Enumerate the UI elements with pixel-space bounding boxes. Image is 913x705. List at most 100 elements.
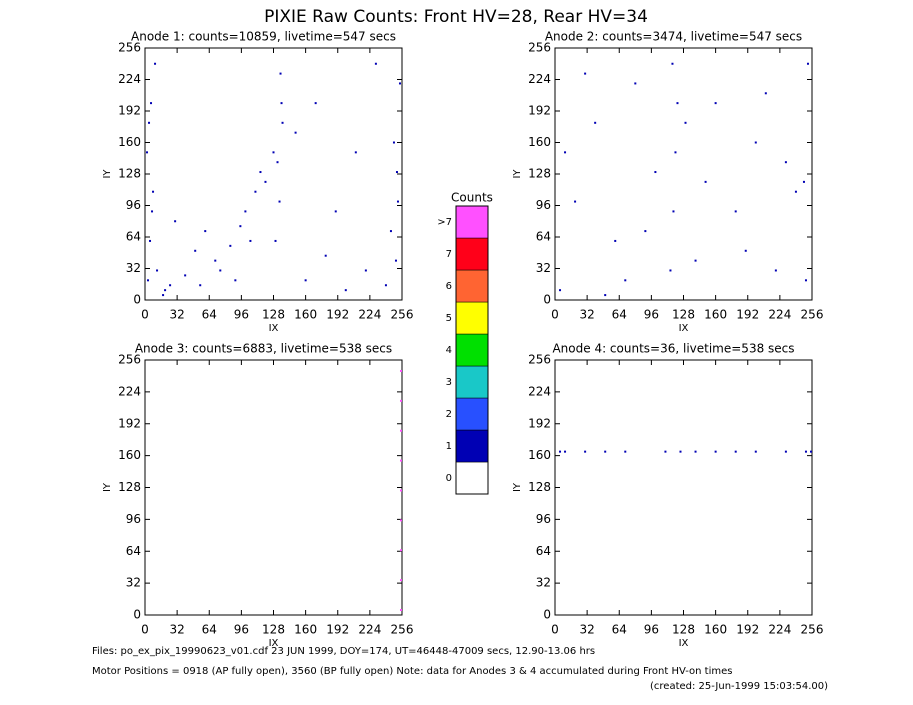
count-pixel (384, 284, 387, 287)
x-tick-label: 32 (169, 623, 184, 637)
x-tick-label: 96 (234, 308, 249, 322)
count-pixel (164, 289, 167, 292)
count-pixel (671, 62, 674, 65)
count-pixel (169, 284, 172, 287)
x-axis-label: IX (269, 638, 279, 649)
created-note: (created: 25-Jun-1999 15:03:54.00) (650, 681, 828, 692)
y-tick-label: 0 (133, 293, 141, 307)
count-pixel (151, 210, 154, 213)
count-pixel (654, 171, 657, 174)
colorbar-title: Counts (451, 191, 493, 205)
y-tick-label: 256 (528, 41, 551, 55)
count-pixel (754, 141, 757, 144)
count-pixel (354, 151, 357, 154)
y-axis-label: IY (102, 169, 113, 179)
color-box (455, 461, 489, 495)
x-tick-label: 0 (141, 308, 149, 322)
x-tick-label: 96 (644, 308, 659, 322)
count-pixel (280, 102, 283, 105)
count-pixel (149, 239, 152, 242)
x-tick-label: 32 (579, 623, 594, 637)
x-tick-label: 0 (551, 623, 559, 637)
count-pixel (147, 279, 150, 282)
x-tick-label: 192 (736, 623, 759, 637)
y-tick-label: 32 (536, 576, 551, 590)
y-tick-label: 160 (118, 448, 141, 462)
count-pixel (394, 259, 397, 262)
y-axis-label: IY (512, 169, 523, 179)
y-tick-label: 224 (528, 72, 551, 86)
colorbar-frame (455, 205, 489, 495)
count-pixel (624, 450, 627, 453)
colorbar-label: 5 (446, 313, 452, 324)
y-tick-label: 224 (528, 384, 551, 398)
count-pixel (694, 450, 697, 453)
x-tick-label: 160 (294, 623, 317, 637)
count-pixel (734, 450, 737, 453)
y-tick-label: 256 (528, 353, 551, 367)
y-tick-label: 64 (536, 544, 551, 558)
y-tick-label: 64 (126, 544, 141, 558)
count-pixel (784, 161, 787, 164)
count-pixel (396, 200, 399, 203)
y-tick-label: 32 (126, 261, 141, 275)
x-tick-label: 160 (704, 308, 727, 322)
count-pixel (399, 579, 402, 582)
plot-frame (554, 359, 813, 616)
count-pixel (669, 269, 672, 272)
count-pixel (744, 249, 747, 252)
x-axis-label: IX (269, 323, 279, 334)
panel-title: Anode 3: counts=6883, livetime=538 secs (135, 342, 392, 356)
count-pixel (684, 121, 687, 124)
color-box (455, 429, 489, 463)
y-axis-label: IY (102, 482, 113, 492)
x-tick-label: 64 (202, 623, 217, 637)
count-pixel (674, 151, 677, 154)
count-pixel (148, 121, 151, 124)
y-tick-label: 0 (133, 608, 141, 622)
count-pixel (324, 254, 327, 257)
count-pixel (150, 102, 153, 105)
x-tick-label: 128 (262, 308, 285, 322)
x-tick-label: 192 (326, 623, 349, 637)
count-pixel (399, 429, 402, 432)
y-tick-label: 64 (126, 230, 141, 244)
count-pixel (804, 279, 807, 282)
count-pixel (664, 450, 667, 453)
count-pixel (229, 244, 232, 247)
plot-frame (144, 359, 403, 616)
count-pixel (398, 82, 401, 85)
count-pixel (399, 549, 402, 552)
count-pixel (174, 220, 177, 223)
color-box (455, 205, 489, 239)
count-pixel (802, 180, 805, 183)
y-tick-label: 96 (126, 198, 141, 212)
panel-title: Anode 2: counts=3474, livetime=547 secs (545, 30, 802, 44)
count-pixel (804, 450, 807, 453)
count-pixel (162, 294, 165, 297)
x-tick-label: 256 (391, 308, 414, 322)
count-pixel (279, 72, 282, 75)
count-pixel (614, 239, 617, 242)
x-tick-label: 64 (612, 623, 627, 637)
count-pixel (694, 259, 697, 262)
count-pixel (672, 210, 675, 213)
count-pixel (234, 279, 237, 282)
count-pixel (184, 274, 187, 277)
count-pixel (559, 450, 562, 453)
plot-frame (144, 47, 403, 301)
count-pixel (259, 171, 262, 174)
count-pixel (314, 102, 317, 105)
count-pixel (278, 200, 281, 203)
count-pixel (264, 180, 267, 183)
y-tick-label: 160 (118, 135, 141, 149)
count-pixel (276, 161, 279, 164)
y-tick-label: 192 (528, 416, 551, 430)
colorbar-label: 7 (446, 249, 452, 260)
y-tick-label: 224 (118, 384, 141, 398)
x-axis-label: IX (679, 638, 689, 649)
colorbar-label: 0 (446, 473, 452, 484)
count-pixel (152, 190, 155, 193)
count-pixel (624, 279, 627, 282)
